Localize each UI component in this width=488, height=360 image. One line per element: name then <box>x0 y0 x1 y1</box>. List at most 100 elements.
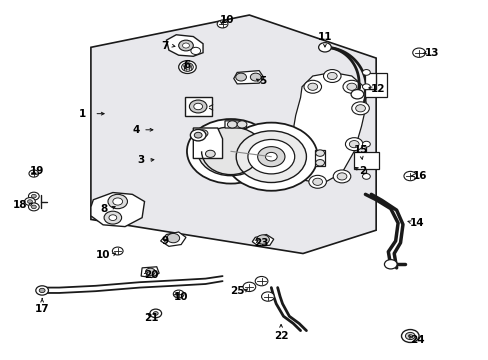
Text: 24: 24 <box>409 334 424 345</box>
Circle shape <box>224 123 317 191</box>
Circle shape <box>403 171 416 181</box>
Circle shape <box>205 150 215 157</box>
Polygon shape <box>141 267 159 278</box>
Circle shape <box>173 290 183 298</box>
Text: 19: 19 <box>30 166 44 176</box>
Polygon shape <box>193 128 222 158</box>
Circle shape <box>401 329 418 342</box>
Circle shape <box>384 260 396 269</box>
Text: 7: 7 <box>161 41 168 50</box>
Circle shape <box>36 286 48 295</box>
Text: 8: 8 <box>101 204 108 214</box>
Circle shape <box>307 83 317 90</box>
Text: 20: 20 <box>144 270 159 280</box>
Circle shape <box>250 73 261 81</box>
Polygon shape <box>224 121 246 128</box>
Circle shape <box>257 147 285 167</box>
Circle shape <box>346 83 356 90</box>
Polygon shape <box>233 71 264 84</box>
Circle shape <box>181 63 193 71</box>
Circle shape <box>197 127 264 176</box>
Polygon shape <box>160 232 185 246</box>
Polygon shape <box>252 234 273 246</box>
Polygon shape <box>290 72 366 184</box>
Circle shape <box>113 198 122 205</box>
Text: 5: 5 <box>259 76 266 86</box>
Polygon shape <box>91 15 375 253</box>
Text: 3: 3 <box>137 155 144 165</box>
Text: 14: 14 <box>409 218 424 228</box>
Bar <box>365 73 386 96</box>
Circle shape <box>315 150 324 156</box>
Circle shape <box>348 140 358 148</box>
Text: 25: 25 <box>229 286 244 296</box>
Circle shape <box>362 141 369 147</box>
Circle shape <box>104 211 122 224</box>
Circle shape <box>189 100 206 113</box>
Bar <box>353 152 378 169</box>
Circle shape <box>308 175 326 188</box>
Circle shape <box>235 73 246 81</box>
Circle shape <box>145 268 155 275</box>
Circle shape <box>265 152 277 161</box>
Circle shape <box>412 48 425 57</box>
Circle shape <box>362 69 369 75</box>
Circle shape <box>327 72 336 80</box>
Circle shape <box>318 42 330 52</box>
Circle shape <box>182 43 189 48</box>
Circle shape <box>227 121 237 128</box>
Circle shape <box>332 170 350 183</box>
Text: 15: 15 <box>353 145 368 155</box>
Polygon shape <box>91 193 144 226</box>
Circle shape <box>31 205 36 209</box>
Circle shape <box>243 282 255 292</box>
Text: 6: 6 <box>183 60 190 70</box>
Circle shape <box>109 215 117 221</box>
Text: 21: 21 <box>144 313 159 323</box>
Circle shape <box>351 102 368 115</box>
Circle shape <box>193 103 202 110</box>
Text: 4: 4 <box>132 125 140 135</box>
Circle shape <box>153 312 158 315</box>
Text: 12: 12 <box>370 84 385 94</box>
Text: 18: 18 <box>13 200 27 210</box>
Circle shape <box>166 233 179 243</box>
Circle shape <box>184 65 190 69</box>
Circle shape <box>407 334 411 337</box>
Circle shape <box>236 131 306 183</box>
Circle shape <box>178 60 196 73</box>
Circle shape <box>355 105 365 112</box>
Text: 10: 10 <box>173 292 188 302</box>
Circle shape <box>405 332 414 339</box>
Circle shape <box>24 198 35 206</box>
Circle shape <box>256 235 269 244</box>
Text: 10: 10 <box>96 250 110 260</box>
Circle shape <box>27 200 32 203</box>
Circle shape <box>342 80 360 93</box>
Text: 23: 23 <box>254 238 268 248</box>
Circle shape <box>150 309 161 318</box>
Circle shape <box>362 84 369 90</box>
Circle shape <box>28 203 39 211</box>
Circle shape <box>28 192 39 200</box>
Circle shape <box>315 159 324 166</box>
Circle shape <box>108 194 127 209</box>
Polygon shape <box>166 35 203 56</box>
Circle shape <box>247 139 294 174</box>
Circle shape <box>190 47 200 54</box>
Circle shape <box>194 132 202 138</box>
Circle shape <box>350 90 363 99</box>
Circle shape <box>237 121 246 128</box>
Circle shape <box>198 130 207 137</box>
Polygon shape <box>315 149 325 166</box>
Circle shape <box>255 276 267 286</box>
Circle shape <box>362 174 369 179</box>
Text: 22: 22 <box>273 330 288 341</box>
Text: 17: 17 <box>35 304 49 314</box>
Text: 9: 9 <box>161 236 168 246</box>
Circle shape <box>323 69 340 82</box>
Circle shape <box>39 288 45 293</box>
Circle shape <box>336 173 346 180</box>
Circle shape <box>190 130 205 141</box>
Circle shape <box>186 119 274 184</box>
